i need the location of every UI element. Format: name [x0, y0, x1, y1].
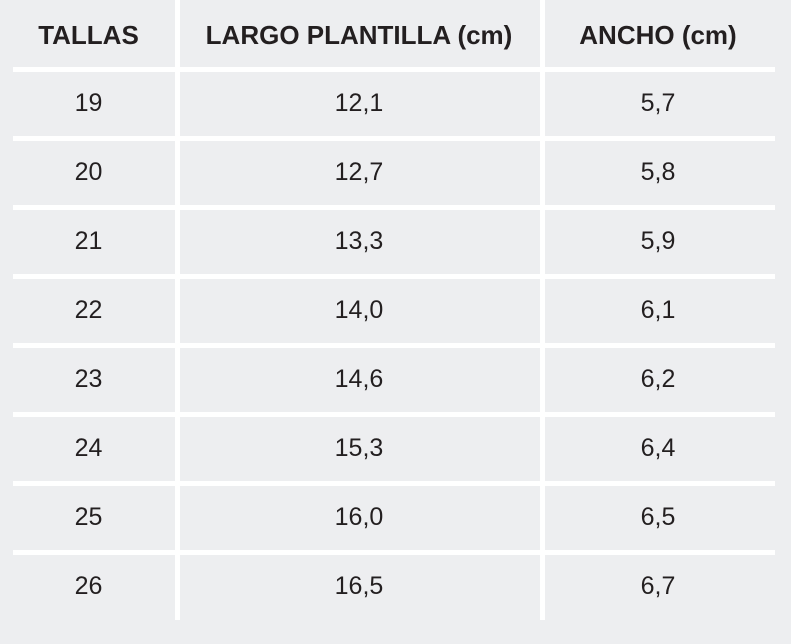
- table-row: 19 12,1 5,7: [0, 69, 791, 138]
- table-row: 21 13,3 5,9: [0, 207, 791, 276]
- cell-ancho: 6,4: [640, 434, 676, 462]
- cell-ancho: 6,2: [640, 365, 676, 393]
- table-header-row: TALLAS LARGO PLANTILLA (cm) ANCHO (cm): [0, 0, 791, 69]
- cell-largo: 13,3: [334, 227, 384, 255]
- cell-ancho: 5,8: [640, 158, 676, 186]
- cell-ancho: 6,5: [640, 503, 676, 531]
- table-row: 23 14,6 6,2: [0, 345, 791, 414]
- row-divider: [13, 136, 775, 141]
- cell-talla: 26: [74, 572, 103, 600]
- cell-ancho: 6,1: [640, 296, 676, 324]
- table-row: 25 16,0 6,5: [0, 483, 791, 552]
- cell-talla: 24: [74, 434, 103, 462]
- cell-largo: 16,0: [334, 503, 384, 531]
- cell-ancho: 5,9: [640, 227, 676, 255]
- table-row: 20 12,7 5,8: [0, 138, 791, 207]
- row-divider: [13, 481, 775, 486]
- cell-talla: 20: [74, 158, 103, 186]
- row-divider: [13, 67, 775, 72]
- column-divider: [540, 0, 545, 620]
- table-row: 26 16,5 6,7: [0, 552, 791, 621]
- size-chart-table: TALLAS LARGO PLANTILLA (cm) ANCHO (cm) 1…: [0, 0, 791, 621]
- header-ancho: ANCHO (cm): [579, 19, 737, 50]
- row-divider: [13, 274, 775, 279]
- row-divider: [13, 412, 775, 417]
- cell-ancho: 5,7: [640, 89, 676, 117]
- cell-ancho: 6,7: [640, 572, 676, 600]
- cell-largo: 15,3: [334, 434, 384, 462]
- cell-talla: 21: [74, 227, 103, 255]
- header-tallas: TALLAS: [38, 19, 139, 50]
- cell-talla: 23: [74, 365, 103, 393]
- row-divider: [13, 205, 775, 210]
- cell-largo: 12,7: [334, 158, 384, 186]
- cell-largo: 16,5: [334, 572, 384, 600]
- cell-talla: 19: [74, 89, 103, 117]
- cell-talla: 25: [74, 503, 103, 531]
- table-row: 24 15,3 6,4: [0, 414, 791, 483]
- cell-largo: 14,6: [334, 365, 384, 393]
- cell-largo: 14,0: [334, 296, 384, 324]
- cell-largo: 12,1: [334, 89, 384, 117]
- table-row: 22 14,0 6,1: [0, 276, 791, 345]
- column-divider: [175, 0, 180, 620]
- cell-talla: 22: [74, 296, 103, 324]
- row-divider: [13, 550, 775, 555]
- row-divider: [13, 343, 775, 348]
- header-largo-plantilla: LARGO PLANTILLA (cm): [205, 19, 513, 50]
